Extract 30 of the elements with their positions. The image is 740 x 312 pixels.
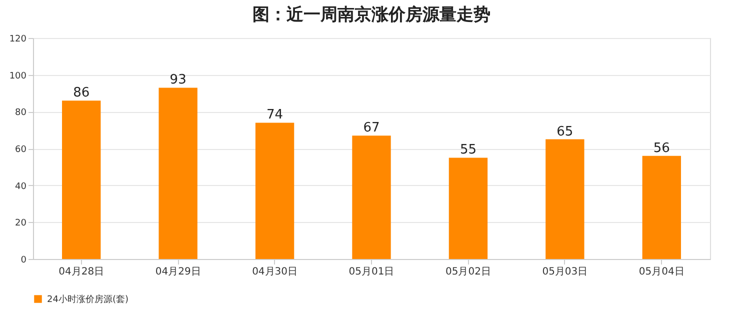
data-label: 56 <box>653 140 670 156</box>
chart-title: 图：近一周南京涨价房源量走势 <box>252 5 490 25</box>
y-tick-label: 0 <box>20 256 27 266</box>
legend-label: 24小时涨价房源(套) <box>47 294 128 305</box>
x-tick-label: 04月29日 <box>155 266 201 278</box>
bar <box>642 156 681 259</box>
bar <box>352 136 391 259</box>
y-tick-label: 60 <box>15 145 27 155</box>
y-tick-label: 120 <box>9 34 27 44</box>
y-tick-label: 100 <box>9 71 27 82</box>
y-tick-label: 20 <box>15 218 27 229</box>
bar <box>255 122 294 259</box>
bar <box>448 158 488 259</box>
data-label: 74 <box>266 108 284 123</box>
data-label: 93 <box>170 72 186 88</box>
x-tick-label: 05月02日 <box>445 266 491 278</box>
data-label: 86 <box>73 86 90 101</box>
bar <box>62 100 101 259</box>
bar <box>158 88 198 259</box>
x-tick-label: 04月30日 <box>252 266 298 278</box>
x-tick-label: 05月01日 <box>348 266 394 278</box>
bar <box>546 139 584 259</box>
data-label: 65 <box>556 124 574 140</box>
y-tick-label: 40 <box>15 182 27 192</box>
x-tick-label: 05月03日 <box>542 266 588 278</box>
x-tick-label: 05月04日 <box>638 266 684 278</box>
data-label: 67 <box>363 120 380 136</box>
x-tick-label: 04月28日 <box>58 266 104 278</box>
y-tick-label: 80 <box>15 108 27 118</box>
data-label: 55 <box>460 142 476 158</box>
